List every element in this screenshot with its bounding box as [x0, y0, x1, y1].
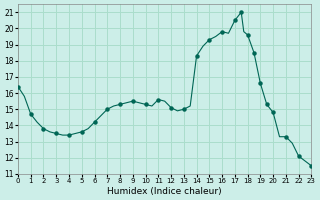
X-axis label: Humidex (Indice chaleur): Humidex (Indice chaleur)	[108, 187, 222, 196]
